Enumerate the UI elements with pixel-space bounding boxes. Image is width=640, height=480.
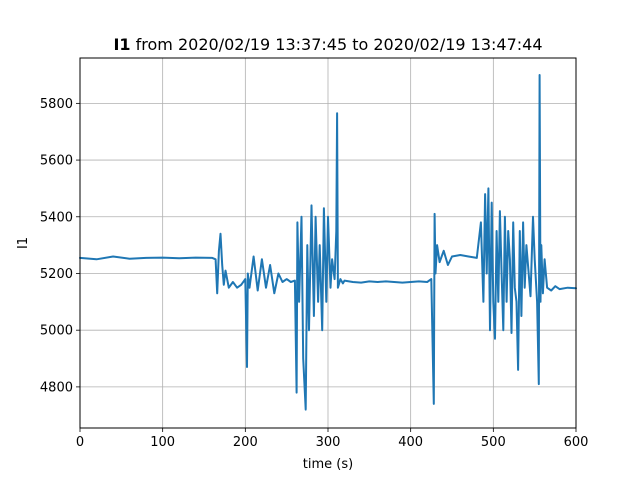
x-tick-label: 400 (398, 435, 423, 450)
y-tick-label: 4800 (40, 380, 73, 395)
chart-title: I1 from 2020/02/19 13:37:45 to 2020/02/1… (113, 35, 542, 54)
x-tick-label: 300 (316, 435, 341, 450)
chart-title-bold: I1 (113, 35, 130, 54)
x-tick-label: 600 (564, 435, 589, 450)
y-tick-label: 5400 (40, 210, 73, 225)
y-tick-label: 5000 (40, 324, 73, 339)
x-tick-label: 100 (150, 435, 175, 450)
chart-title-rest: from 2020/02/19 13:37:45 to 2020/02/19 1… (131, 35, 543, 54)
x-axis-label: time (s) (303, 457, 353, 472)
axis-ticks: 0 100 200 300 400 500 600 4800 5000 5200 5400 5600 5… (40, 97, 589, 450)
y-tick-label: 5800 (40, 97, 73, 112)
x-tick-label: 200 (233, 435, 258, 450)
series-line-layer (79, 74, 577, 411)
series-line (79, 74, 577, 411)
y-tick-label: 5200 (40, 267, 73, 282)
x-tick-label: 0 (76, 435, 84, 450)
x-tick-label: 500 (481, 435, 506, 450)
y-axis-label: I1 (16, 237, 31, 249)
y-tick-label: 5600 (40, 154, 73, 169)
